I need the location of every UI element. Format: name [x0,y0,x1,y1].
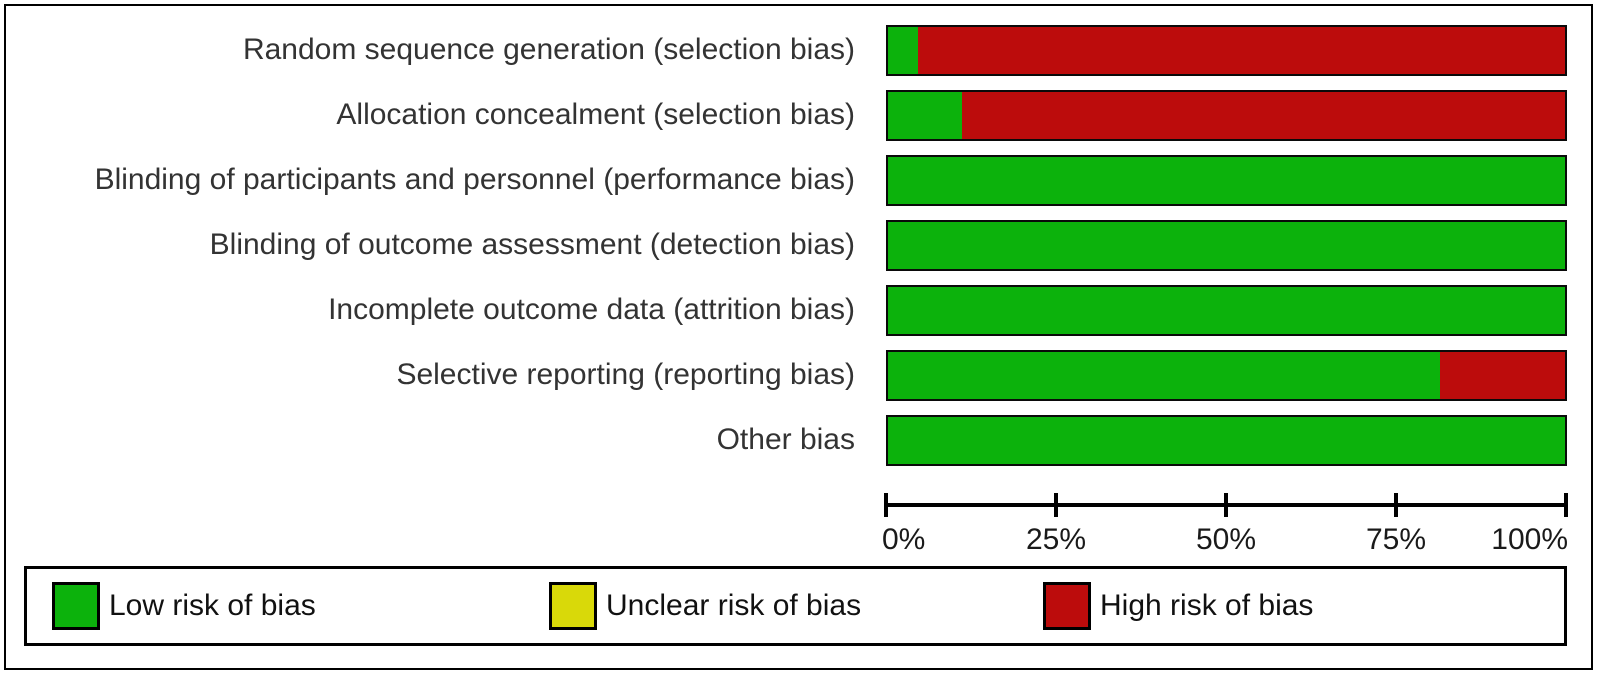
legend-entry-unclear-risk: Unclear risk of bias [549,569,861,643]
high-risk-swatch [1043,582,1091,630]
legend-label-unclear-risk: Unclear risk of bias [606,589,862,622]
axis-tick [1054,493,1058,517]
bar-segment [962,91,1565,139]
category-label: Blinding of participants and personnel (… [94,163,855,196]
legend-entry-low-risk: Low risk of bias [52,569,316,643]
bar-segment [888,26,919,74]
legend-label-low-risk: Low risk of bias [109,589,316,622]
risk-bar-row: Selective reporting (reporting bias) [6,349,1591,401]
x-axis: 0% 25% 50% 75% 100% [882,490,1568,556]
bar-segment [888,221,1565,269]
risk-bar-row: Random sequence generation (selection bi… [6,24,1591,76]
unclear-risk-swatch [549,582,597,630]
stacked-bar [886,284,1567,336]
category-label: Selective reporting (reporting bias) [396,358,855,391]
bar-segment [888,416,1565,464]
category-label: Random sequence generation (selection bi… [242,33,855,66]
axis-tick [1224,493,1228,517]
axis-tick-label: 25% [1025,523,1087,556]
low-risk-swatch [52,582,100,630]
stacked-bar [886,349,1567,401]
bar-segment [888,156,1565,204]
category-label: Allocation concealment (selection bias) [336,98,855,131]
risk-bar-row: Incomplete outcome data (attrition bias) [6,284,1591,336]
axis-tick-label: 0% [882,523,926,556]
category-label: Blinding of outcome assessment (detectio… [209,228,855,261]
bar-segment [888,91,963,139]
category-label: Other bias [716,423,855,456]
category-label: Incomplete outcome data (attrition bias) [328,293,855,326]
risk-bar-row: Other bias [6,414,1591,466]
stacked-bar [886,154,1567,206]
legend-label-high-risk: High risk of bias [1100,589,1314,622]
axis-tick-label: 50% [1195,523,1257,556]
axis-tick [1394,493,1398,517]
legend: Low risk of bias Unclear risk of bias Hi… [24,566,1567,646]
stacked-bar [886,219,1567,271]
stacked-bar [886,414,1567,466]
bar-segment [1439,351,1565,399]
bar-segment [918,26,1565,74]
risk-bar-row: Blinding of participants and personnel (… [6,154,1591,206]
axis-tick-label: 75% [1365,523,1427,556]
figure-frame: Random sequence generation (selection bi… [4,4,1593,670]
stacked-bar [886,24,1567,76]
risk-bar-row: Blinding of outcome assessment (detectio… [6,219,1591,271]
bar-segment [888,286,1565,334]
risk-bar-row: Allocation concealment (selection bias) [6,89,1591,141]
bar-segment [888,351,1440,399]
axis-tick-label: 100% [1491,523,1568,556]
legend-entry-high-risk: High risk of bias [1043,569,1313,643]
axis-tick [1564,493,1568,517]
axis-tick [884,493,888,517]
bar-rows: Random sequence generation (selection bi… [6,6,1591,466]
stacked-bar [886,89,1567,141]
